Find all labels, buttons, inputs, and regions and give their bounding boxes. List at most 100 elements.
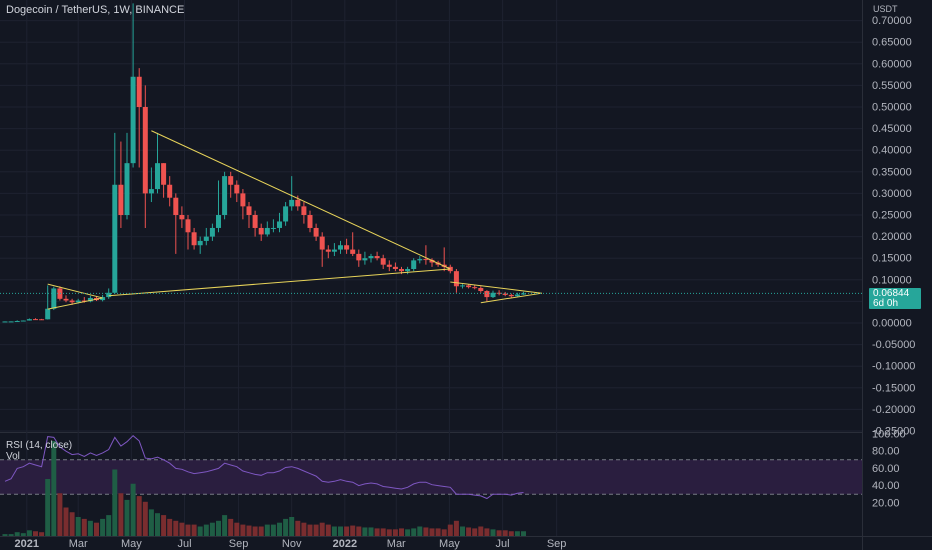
volume-bar <box>411 528 417 536</box>
candle-body <box>2 321 8 323</box>
volume-bar <box>75 517 81 536</box>
volume-bar <box>466 527 472 536</box>
volume-bar <box>191 524 197 536</box>
volume-bar <box>508 531 514 536</box>
candle-body <box>57 288 63 299</box>
volume-bar <box>167 518 173 536</box>
volume-bar <box>118 493 124 536</box>
volume-bar <box>484 528 490 536</box>
volume-bar <box>362 527 368 536</box>
volume-bar <box>81 518 87 536</box>
time-scale[interactable]: 2021 Mar May Jul Sep Nov 2022 Mar May Jul Sep <box>15 538 567 550</box>
candle-body <box>14 321 20 323</box>
volume-bar <box>45 479 51 536</box>
candle-body <box>51 288 57 309</box>
candle-body <box>87 297 93 302</box>
volume-bar <box>148 509 154 536</box>
candle-body <box>270 227 276 229</box>
volume-label[interactable]: Vol <box>6 451 20 462</box>
indicator-legend[interactable]: RSI (14, close) Vol <box>6 440 72 462</box>
candle-body <box>234 184 240 194</box>
price-tick-label: -0.20000 <box>872 404 915 416</box>
volume-bar <box>100 518 106 536</box>
chart-title[interactable]: Dogecoin / TetherUS, 1W, BINANCE <box>6 4 185 16</box>
candle-body <box>496 292 502 294</box>
volume-bar <box>39 532 45 536</box>
time-tick-label: 2022 <box>333 538 357 550</box>
candle-body <box>411 260 417 269</box>
volume-bar <box>496 530 502 536</box>
volume-bar <box>502 530 508 536</box>
volume-bar <box>124 499 130 536</box>
volume-bar <box>417 526 423 536</box>
candle-body <box>112 184 118 293</box>
volume-bar <box>423 527 429 536</box>
volume-bar <box>69 512 75 536</box>
candle-body <box>429 259 435 263</box>
volume-bar <box>185 524 191 536</box>
volume-bar <box>307 524 313 536</box>
price-tick-label: 0.25000 <box>872 210 912 222</box>
candle-body <box>216 215 221 228</box>
volume-bar <box>344 526 350 536</box>
time-tick-label: Mar <box>69 538 88 550</box>
volume-bar <box>26 530 32 536</box>
volume-bar <box>270 524 276 536</box>
volume-bar <box>356 526 362 536</box>
time-tick-label: May <box>439 538 460 550</box>
volume-bar <box>216 520 221 536</box>
volume-bar <box>368 527 374 536</box>
candle-body <box>362 258 368 261</box>
price-tick-label: 0.30000 <box>872 188 912 200</box>
candle-body <box>313 227 319 237</box>
rsi-tick-label: 60.00 <box>872 463 900 475</box>
trendlines[interactable] <box>0 130 862 310</box>
rsi-scale[interactable]: 100.00 80.00 60.00 40.00 20.00 <box>872 429 906 510</box>
candle-body <box>106 292 112 298</box>
price-tick-label: 0.40000 <box>872 145 912 157</box>
volume-bar <box>289 517 295 536</box>
candle-body <box>344 245 350 250</box>
trendline <box>108 268 451 297</box>
volume-bar <box>447 524 453 536</box>
candle-body <box>252 215 258 228</box>
candle-body <box>490 292 496 298</box>
price-tick-label: 0.65000 <box>872 37 912 49</box>
candle-body <box>81 300 87 302</box>
candle-body <box>228 176 234 185</box>
candle-body <box>240 193 246 207</box>
rsi-label[interactable]: RSI (14, close) <box>6 440 73 451</box>
volume-bar <box>94 522 99 536</box>
candle-body <box>124 163 130 215</box>
candle-body <box>460 285 465 287</box>
volume-bar <box>14 532 20 536</box>
candle-body <box>197 240 203 246</box>
candle-body <box>283 206 289 222</box>
candle-body <box>368 256 374 259</box>
price-tick-label: 0.50000 <box>872 102 912 114</box>
price-tick-label: 0.60000 <box>872 58 912 70</box>
volume-bar <box>63 507 69 536</box>
time-scale-border <box>0 536 932 537</box>
candle-body <box>466 285 472 288</box>
volume-bar <box>521 531 526 536</box>
volume-bar <box>222 515 228 536</box>
candle-body <box>508 294 514 297</box>
candle-body <box>191 232 197 246</box>
price-tick-label: -0.15000 <box>872 382 915 394</box>
volume-bar <box>472 528 478 536</box>
candle-body <box>203 236 209 241</box>
candle-body <box>331 249 337 252</box>
volume-bar <box>374 528 380 536</box>
pane-separator <box>0 432 862 433</box>
candle-body <box>405 269 411 272</box>
price-tick-label: 0.10000 <box>872 274 912 286</box>
volume-bar <box>325 524 331 536</box>
last-price-value: 0.06844 <box>873 288 910 299</box>
volume-bar <box>112 469 118 536</box>
rsi-tick-label: 20.00 <box>872 497 900 509</box>
candle-body <box>33 319 38 321</box>
candle-body <box>20 320 26 322</box>
price-scale[interactable]: 0.70000 0.65000 0.60000 0.55000 0.50000 0.450… <box>872 15 915 437</box>
